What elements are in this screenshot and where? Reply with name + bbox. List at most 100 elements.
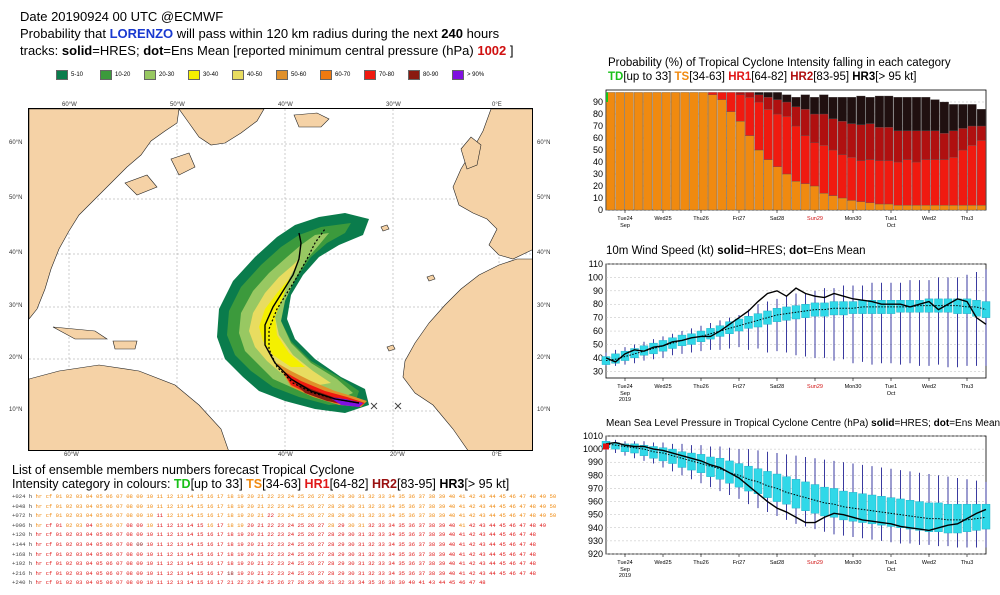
bar-ts — [856, 201, 866, 211]
ensemble-member: 38 — [428, 550, 439, 558]
ensemble-member: 29 — [337, 531, 348, 539]
bar-ts — [680, 92, 690, 211]
x-tick-label: Tue24 — [617, 560, 632, 566]
ensemble-member: 45 — [499, 550, 510, 558]
ensemble-member: 44 — [489, 550, 500, 558]
ensemble-member: 09 — [136, 502, 147, 510]
y-tick-label: 960 — [588, 497, 603, 507]
ensemble-member: 47 — [519, 560, 530, 568]
ensemble-member: 13 — [176, 521, 187, 529]
ensemble-member: 02 — [65, 502, 76, 510]
ensemble-row: +192 h hr cf 01 02 03 04 05 06 07 08 09 … — [12, 559, 556, 569]
bar-ts — [745, 135, 755, 211]
bar-hr2 — [800, 109, 810, 136]
ensemble-member: 28 — [327, 550, 338, 558]
ensemble-box — [972, 503, 981, 531]
ensemble-member: 15 — [196, 502, 207, 510]
ensemble-member: 39 — [438, 493, 449, 500]
bar-hr2 — [865, 123, 875, 160]
ensemble-box — [744, 465, 753, 492]
y-tick-label: 80 — [593, 109, 603, 119]
ensemble-member: 08 — [126, 540, 137, 548]
ensemble-box — [744, 316, 753, 329]
lon-label: 50°W — [170, 102, 185, 108]
x-sub-label: Sep — [620, 223, 630, 228]
ensemble-member: 15 — [196, 569, 207, 577]
ensemble-member: cf — [45, 512, 56, 520]
ensemble-member: 48 — [529, 512, 540, 520]
bar-hr1 — [921, 159, 931, 206]
lat-label: 10°N — [9, 407, 23, 413]
ensemble-member: 14 — [186, 550, 197, 558]
x-tick-label: Thu3 — [961, 560, 974, 566]
ensemble-member: 33 — [347, 579, 358, 587]
ensemble-member: 10 — [146, 579, 157, 587]
ensemble-member: 41 — [458, 493, 469, 500]
x-tick-label: Tue24 — [617, 216, 632, 222]
ensemble-member: 09 — [136, 579, 147, 587]
bar-ts — [606, 92, 616, 211]
ensemble-member: 14 — [186, 569, 197, 577]
ensemble-member: 44 — [489, 521, 500, 529]
bar-ts — [800, 183, 810, 211]
canary-land — [426, 274, 436, 282]
ensemble-box — [668, 448, 677, 464]
bar-ts — [949, 205, 959, 211]
ensemble-member: 14 — [186, 512, 197, 520]
legend-swatch — [56, 70, 68, 80]
legend-item: 5-10 — [56, 70, 100, 80]
ensemble-member: 46 — [509, 560, 520, 568]
ensemble-member: 31 — [358, 540, 369, 548]
ensemble-member: 31 — [358, 550, 369, 558]
ensemble-member: 21 — [257, 550, 268, 558]
hispaniola-land — [112, 340, 138, 350]
x-tick-label: Sat28 — [770, 216, 784, 222]
ensemble-member: 25 — [297, 540, 308, 548]
ensemble-box — [801, 304, 810, 318]
ensemble-member: cf — [45, 560, 56, 568]
lead-time: +168 h — [12, 550, 36, 558]
ensemble-member: 05 — [95, 493, 107, 500]
ensemble-member: 08 — [126, 493, 137, 500]
bar-hr3 — [754, 92, 764, 95]
ensemble-member: 07 — [116, 540, 127, 548]
south-america-land — [29, 364, 229, 450]
ensemble-member: hr — [35, 493, 46, 500]
bar-hr2 — [958, 128, 968, 151]
legend-label: 80-90 — [423, 72, 439, 78]
ensemble-member: 39 — [438, 531, 449, 539]
ensemble-member: 29 — [337, 502, 348, 510]
y-tick-label: 80 — [593, 299, 603, 309]
ensemble-member: 04 — [85, 512, 96, 520]
ensemble-member: 46 — [509, 493, 520, 500]
bar-hr2 — [819, 113, 829, 146]
x-sub-label: Sep — [620, 391, 630, 397]
ensemble-member: 11 — [156, 502, 167, 510]
storm-name: LORENZO — [109, 26, 174, 41]
ensemble-member: 48 — [529, 540, 537, 548]
ensemble-member: 48 — [478, 579, 486, 587]
bar-ts — [643, 92, 653, 211]
lon-label: 60°W — [64, 452, 79, 458]
x-tick-label: Tue1 — [885, 560, 897, 566]
legend-label: 10-20 — [115, 72, 131, 78]
ensemble-member: 43 — [428, 579, 439, 587]
ensemble-member: 18 — [226, 502, 238, 510]
ensemble-member: 01 — [55, 560, 66, 568]
ensemble-member: 11 — [156, 521, 167, 529]
ensemble-member: 19 — [237, 531, 248, 539]
ensemble-row: +240 h hr cf 01 02 03 04 05 06 07 08 09 … — [12, 578, 556, 588]
ensemble-member: 22 — [267, 550, 278, 558]
ensemble-member: 42 — [468, 502, 479, 510]
ensemble-member: 38 — [428, 560, 439, 568]
bar-ts — [624, 92, 634, 211]
ensemble-member: 35 — [398, 512, 409, 520]
y-tick-label: 920 — [588, 549, 603, 559]
ensemble-member: 05 — [95, 540, 107, 548]
y-tick-label: 50 — [593, 145, 603, 155]
ensemble-member: 24 — [287, 493, 298, 500]
ensemble-member: 15 — [196, 550, 207, 558]
ensemble-member: 45 — [499, 569, 510, 577]
y-tick-label: 10 — [593, 193, 603, 203]
y-tick-label: 980 — [588, 470, 603, 480]
